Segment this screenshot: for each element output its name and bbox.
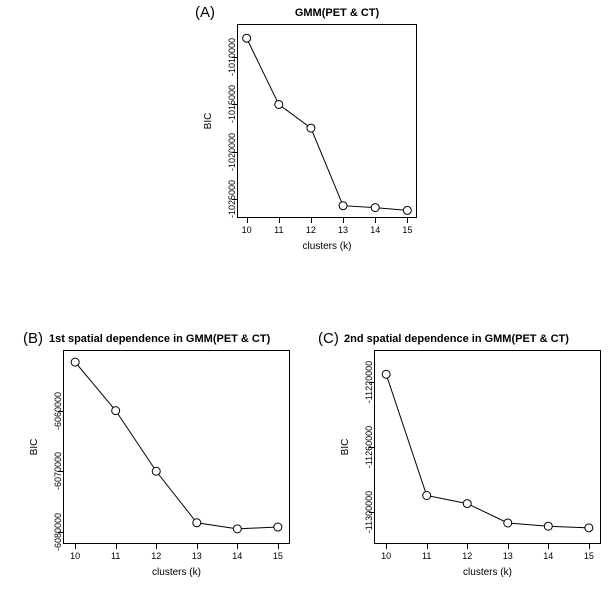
tick-x-label: 15 xyxy=(273,551,283,561)
tick-x-label: 12 xyxy=(462,551,472,561)
tick-mark-x xyxy=(247,218,248,223)
tick-x-label: 10 xyxy=(381,551,391,561)
panel-c-label: (C) xyxy=(318,330,339,347)
tick-x-label: 13 xyxy=(338,225,348,235)
tick-mark-x xyxy=(508,544,509,549)
tick-mark-x xyxy=(311,218,312,223)
tick-y-label: -11300000 xyxy=(364,490,374,532)
chart-a-title: GMM(PET & CT) xyxy=(262,7,412,19)
tick-y-label: -1025000 xyxy=(227,180,237,218)
tick-x-label: 11 xyxy=(111,551,120,561)
x-axis-label: clusters (k) xyxy=(448,567,528,578)
tick-x-label: 14 xyxy=(370,225,380,235)
panel-a-label: (A) xyxy=(195,4,215,21)
tick-mark-x xyxy=(427,544,428,549)
tick-y-label: -11260000 xyxy=(364,426,374,468)
tick-mark-x xyxy=(156,544,157,549)
tick-mark-x xyxy=(467,544,468,549)
chart-c-title: 2nd spatial dependence in GMM(PET & CT) xyxy=(344,333,604,345)
tick-mark-x xyxy=(197,544,198,549)
tick-y-label: -1015000 xyxy=(227,85,237,123)
panel-b-label: (B) xyxy=(23,330,43,347)
tick-x-label: 12 xyxy=(151,551,161,561)
tick-x-label: 15 xyxy=(402,225,412,235)
tick-x-label: 10 xyxy=(70,551,80,561)
tick-x-label: 14 xyxy=(232,551,242,561)
tick-mark-x xyxy=(589,544,590,549)
tick-mark-x xyxy=(375,218,376,223)
tick-x-label: 10 xyxy=(242,225,252,235)
tick-y-label: -1020000 xyxy=(227,133,237,171)
tick-mark-x xyxy=(237,544,238,549)
tick-mark-x xyxy=(386,544,387,549)
y-axis-label: BIC xyxy=(340,427,351,467)
tick-mark-x xyxy=(278,544,279,549)
watermark-text-es: E S xyxy=(273,269,302,289)
frameC-svg xyxy=(374,350,601,544)
watermark-text-year: 1896 xyxy=(274,315,303,330)
tick-mark-x xyxy=(548,544,549,549)
tick-x-label: 11 xyxy=(274,225,283,235)
y-axis-label: BIC xyxy=(29,427,40,467)
tick-mark-x xyxy=(279,218,280,223)
tick-x-label: 13 xyxy=(503,551,513,561)
tick-mark-x xyxy=(116,544,117,549)
tick-y-label: -11220000 xyxy=(364,361,374,403)
tick-x-label: 11 xyxy=(422,551,431,561)
chart-b-title: 1st spatial dependence in GMM(PET & CT) xyxy=(49,333,309,345)
tick-x-label: 15 xyxy=(584,551,594,561)
tick-y-label: -6080000 xyxy=(53,513,63,551)
frameB-svg xyxy=(63,350,290,544)
tick-mark-x xyxy=(407,218,408,223)
tick-y-label: -6070000 xyxy=(53,452,63,490)
x-axis-label: clusters (k) xyxy=(137,567,217,578)
tick-mark-x xyxy=(343,218,344,223)
tick-x-label: 12 xyxy=(306,225,316,235)
y-axis-label: BIC xyxy=(203,101,214,141)
tick-y-label: -6060000 xyxy=(53,392,63,430)
tick-mark-x xyxy=(75,544,76,549)
x-axis-label: clusters (k) xyxy=(287,241,367,252)
watermark-emblem: E S 1896 xyxy=(198,195,378,375)
tick-x-label: 14 xyxy=(543,551,553,561)
tick-y-label: -1010000 xyxy=(227,38,237,76)
frameA-svg xyxy=(237,24,417,218)
tick-x-label: 13 xyxy=(192,551,202,561)
